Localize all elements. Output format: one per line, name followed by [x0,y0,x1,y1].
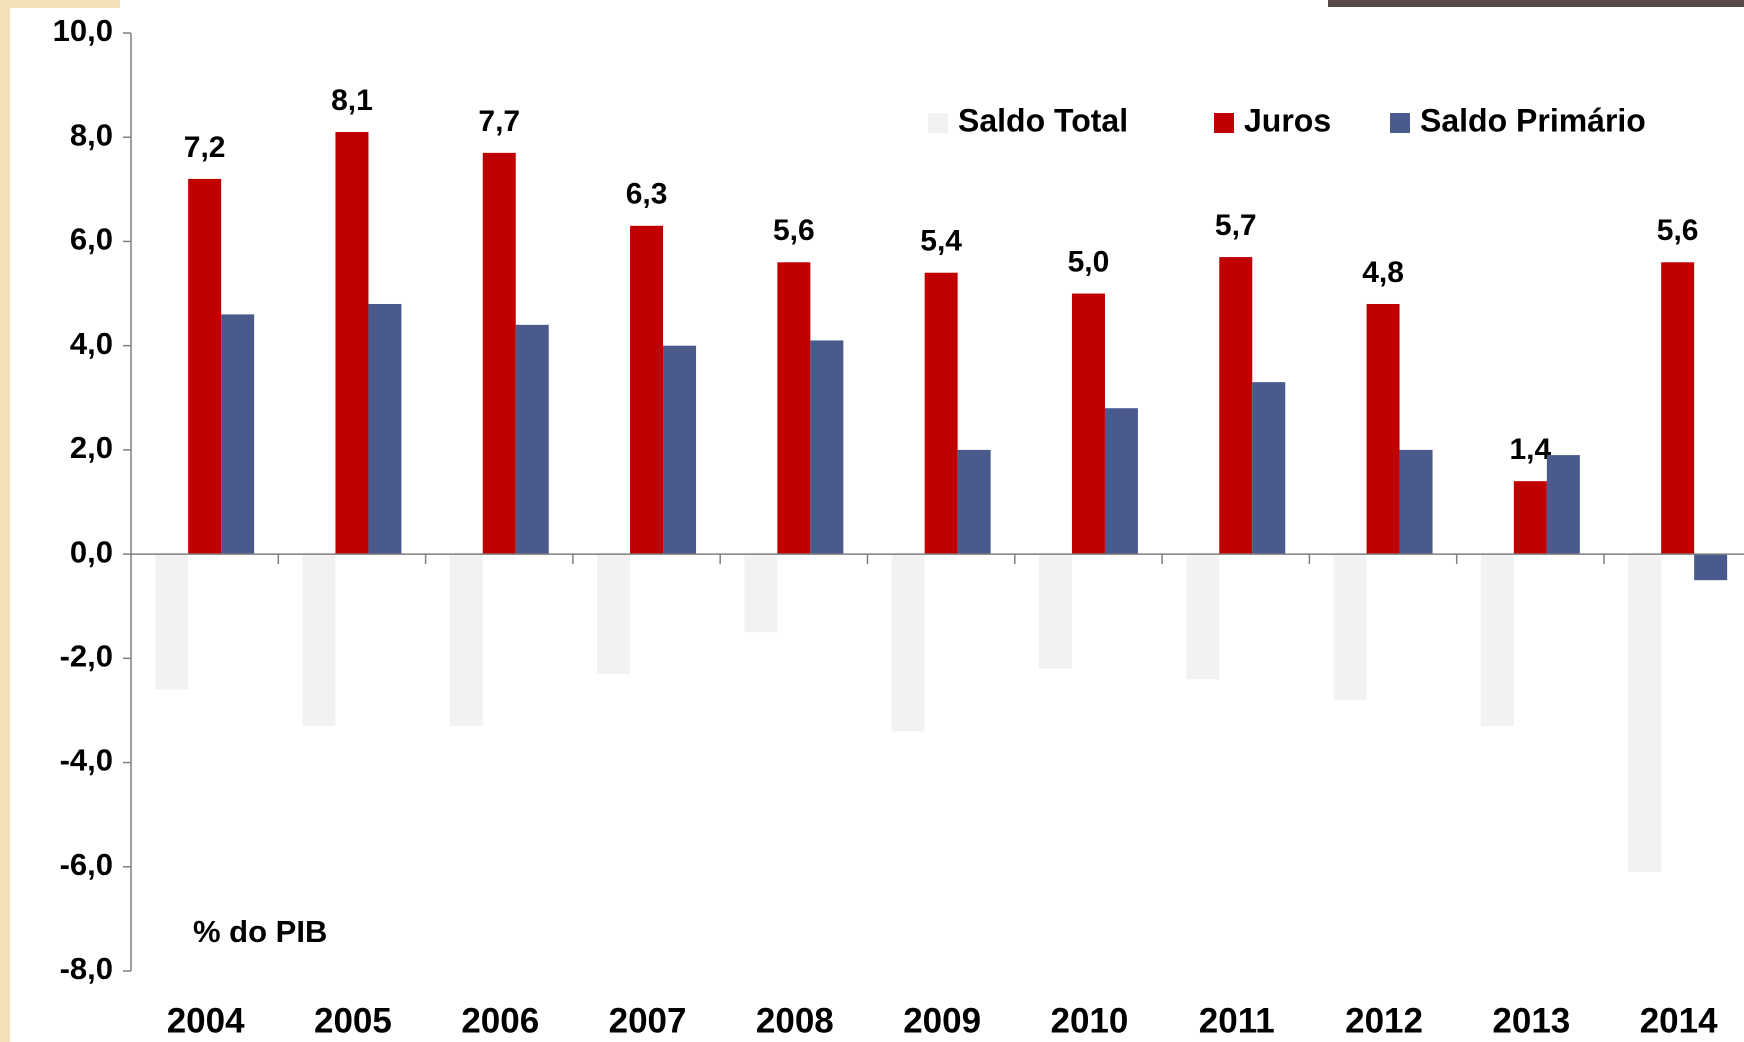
bar [1071,293,1105,555]
bar [891,554,925,732]
y-tick-label: 10,0 [53,13,113,48]
data-label: 5,6 [1657,214,1699,247]
bar [1399,449,1433,555]
x-tick-label: 2014 [1640,1001,1718,1040]
data-label: 8,1 [331,84,373,117]
bar [1186,554,1220,680]
y-tick-label: 4,0 [70,326,113,361]
bar [482,152,516,555]
bar [368,303,402,555]
bar [155,554,189,690]
bar [957,449,991,555]
x-tick-label: 2008 [756,1001,834,1040]
annotation: % do PIB [193,914,327,949]
x-tick-label: 2004 [167,1001,245,1040]
x-tick-label: 2011 [1199,1001,1275,1040]
bar [1104,408,1138,555]
data-label: 5,4 [920,225,962,258]
bar [1480,554,1514,727]
bar [1333,554,1367,701]
bar [1694,554,1728,581]
data-label: 7,7 [478,105,520,138]
x-tick-label: 2007 [609,1001,687,1040]
legend-label: Saldo Total [958,102,1128,138]
bar [810,340,844,555]
bar [1628,554,1662,872]
bar [777,262,811,555]
bar [1513,481,1547,555]
data-label: 7,2 [184,131,226,164]
top-border-decoration [0,0,120,8]
bar [630,225,664,555]
data-label: 5,0 [1068,245,1110,278]
x-tick-label: 2013 [1492,1001,1570,1040]
legend-label: Saldo Primário [1420,102,1646,138]
legend-swatch [1390,113,1410,133]
data-label: 5,6 [773,214,815,247]
bar [302,554,336,727]
bar [1038,554,1072,669]
bar [188,178,222,555]
x-tick-label: 2006 [461,1001,539,1040]
bar [221,314,255,555]
bar [1252,382,1286,555]
data-label: 4,8 [1362,256,1404,289]
y-tick-label: -2,0 [60,639,113,674]
y-tick-label: -4,0 [60,743,113,778]
bar [1219,257,1253,555]
corner-image-decoration [1328,0,1744,7]
y-tick-label: -6,0 [60,847,113,882]
left-border-decoration [0,0,10,1042]
y-tick-label: 6,0 [70,222,113,257]
y-tick-label: 2,0 [70,430,113,465]
bar [449,554,483,727]
data-label: 1,4 [1509,433,1551,466]
y-tick-label: 0,0 [70,534,113,569]
legend-swatch [1214,113,1234,133]
y-tick-label: 8,0 [70,117,113,152]
bar [335,132,369,555]
x-tick-label: 2005 [314,1001,392,1040]
legend-label: Juros [1244,102,1331,138]
bar [924,272,958,555]
bar [515,324,549,555]
bar [1366,303,1400,555]
y-tick-label: -8,0 [60,951,113,986]
bar [663,345,697,555]
bar [744,554,778,633]
x-tick-label: 2010 [1051,1001,1129,1040]
x-tick-label: 2012 [1345,1001,1423,1040]
bar [597,554,631,674]
bar [1661,262,1695,555]
data-label: 6,3 [626,178,668,211]
bar [1546,455,1580,555]
data-label: 5,7 [1215,209,1257,242]
x-tick-label: 2009 [903,1001,981,1040]
legend-swatch [928,113,948,133]
